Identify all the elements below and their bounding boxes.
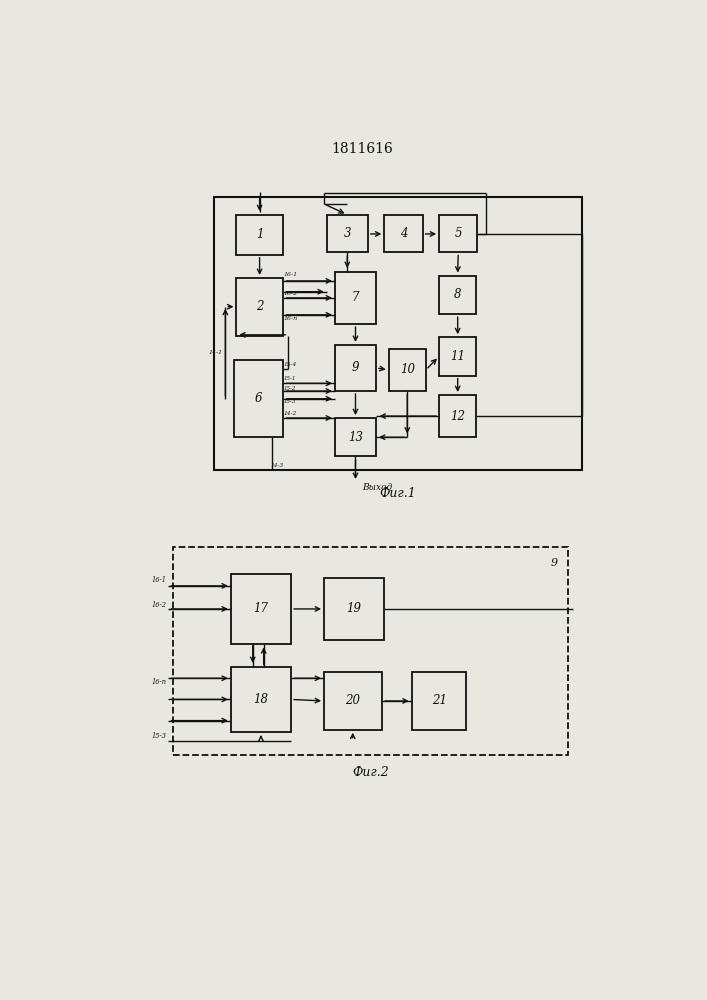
Bar [214,197,582,470]
Text: 10: 10 [399,363,415,376]
Text: 1: 1 [256,228,263,241]
Text: 1811616: 1811616 [332,142,393,156]
Bar [233,360,283,437]
Bar [335,345,376,391]
Bar [439,276,477,314]
Text: 15-2: 15-2 [284,386,296,391]
Text: 15-1: 15-1 [284,376,296,381]
Text: 21: 21 [431,694,447,707]
Bar [385,215,423,252]
Text: Фиг.2: Фиг.2 [352,766,389,779]
Text: 8: 8 [454,288,462,301]
Text: Выход: Выход [362,483,392,492]
Text: 2: 2 [256,300,263,313]
Text: 13: 13 [348,431,363,444]
Text: 12: 12 [450,410,465,423]
Text: 14-2: 14-2 [284,411,297,416]
Bar [324,578,385,640]
Text: 14-1: 14-1 [209,350,223,355]
Bar [389,349,426,391]
Bar [439,395,477,437]
Bar [324,672,382,730]
Bar [411,672,467,730]
Bar [173,547,568,755]
Text: 6: 6 [255,392,262,405]
Text: 14-3: 14-3 [271,463,284,468]
Text: 16-2: 16-2 [151,601,166,609]
Text: 15-3: 15-3 [284,399,296,404]
Text: 16-1: 16-1 [284,272,298,277]
Text: 16-1: 16-1 [151,576,166,584]
Text: 19: 19 [346,602,361,615]
Text: 9: 9 [352,361,359,374]
Bar [335,272,376,324]
Bar [231,667,291,732]
Text: 15-4: 15-4 [284,362,297,367]
Text: Фиг.1: Фиг.1 [380,487,416,500]
Bar [439,215,477,252]
Text: 17: 17 [254,602,269,615]
Text: 11: 11 [450,350,465,363]
Text: 4: 4 [399,227,407,240]
Text: 5: 5 [455,227,462,240]
Text: 7: 7 [352,291,359,304]
Text: 3: 3 [344,227,351,240]
Text: 20: 20 [345,694,361,707]
Bar [439,337,477,376]
Text: 15-3: 15-3 [152,732,167,740]
Bar [335,418,376,456]
Bar [327,215,368,252]
Text: 18: 18 [254,693,269,706]
Bar [236,215,283,255]
Bar [236,278,283,336]
Text: 9: 9 [551,558,558,568]
Bar [231,574,291,644]
Text: 16-n: 16-n [151,678,166,686]
Text: 16-2: 16-2 [284,291,298,296]
Text: 16-n: 16-n [284,316,298,321]
